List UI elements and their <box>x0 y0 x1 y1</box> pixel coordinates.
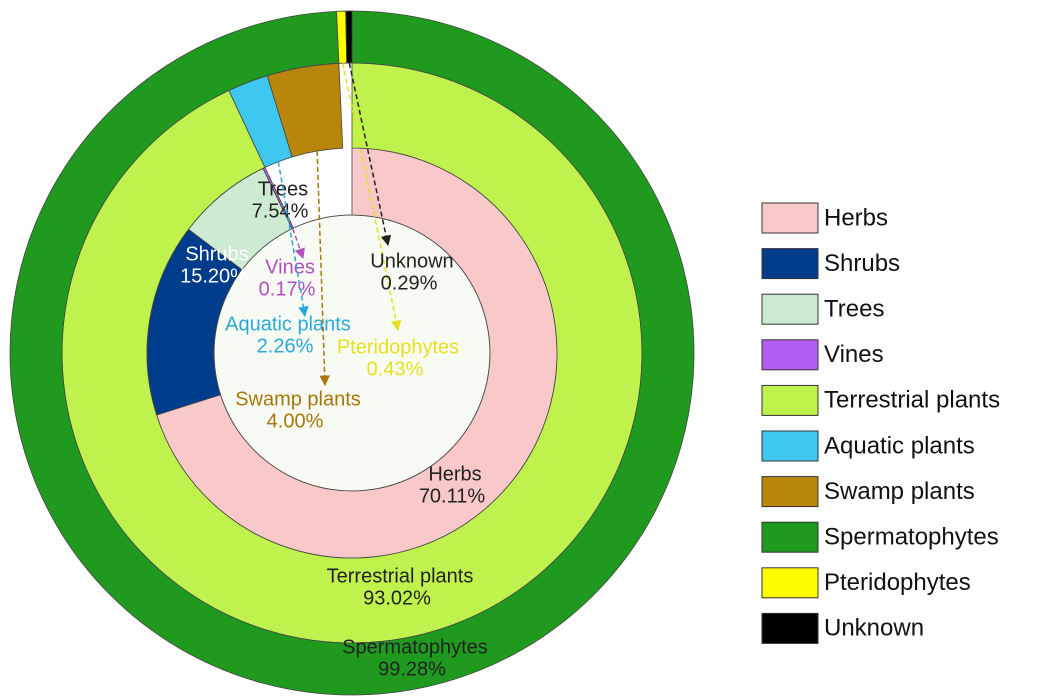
segment-label: Terrestrial plants <box>327 565 474 587</box>
legend-swatch <box>761 248 819 280</box>
legend-label: Swamp plants <box>824 478 975 505</box>
legend-swatch <box>761 612 819 644</box>
segment-label: Swamp plants <box>235 388 361 410</box>
legend-swatch <box>761 430 819 462</box>
legend-label: Aquatic plants <box>824 432 975 459</box>
legend-label: Herbs <box>824 204 888 231</box>
leader-arrow <box>342 62 402 332</box>
legend-swatch <box>761 202 819 234</box>
legend-label: Vines <box>824 341 884 368</box>
leader-arrow <box>316 150 330 387</box>
segment <box>9 10 695 696</box>
leader-arrow <box>277 161 309 318</box>
legend-label: Spermatophytes <box>824 524 999 551</box>
leader-arrow <box>348 62 392 247</box>
segment-label: Pteridophytes <box>337 336 459 358</box>
segment-value: 4.00% <box>267 410 324 432</box>
legend-label: Unknown <box>824 615 924 642</box>
segment-label: Unknown <box>370 250 453 272</box>
segment-value: 99.28% <box>378 658 446 680</box>
segment-value: 7.54% <box>252 200 309 222</box>
legend-swatch <box>761 293 819 325</box>
segment-value: 0.43% <box>367 358 424 380</box>
segment-value: 93.02% <box>363 587 431 609</box>
legend-swatch <box>761 476 819 508</box>
legend-label: Trees <box>824 296 884 323</box>
segment-label: Shrubs <box>185 243 248 265</box>
legend-swatch <box>761 567 819 599</box>
leader-arrow <box>292 228 305 259</box>
segment-label: Spermatophytes <box>342 636 488 658</box>
legend-swatch <box>761 339 819 371</box>
segment-label: Vines <box>265 256 315 278</box>
legend-label: Pteridophytes <box>824 569 971 596</box>
segment-label: Herbs <box>428 463 481 485</box>
segment-value: 70.11% <box>419 485 486 507</box>
segment <box>345 10 353 64</box>
segment-value: 0.29% <box>381 272 438 294</box>
legend-swatch <box>761 521 819 553</box>
segment-label: Aquatic plants <box>225 313 351 335</box>
segment-value: 15.20% <box>180 265 248 287</box>
segment-value: 2.26% <box>257 335 314 357</box>
legend-swatch <box>761 384 819 416</box>
legend-label: Shrubs <box>824 250 900 277</box>
legend-label: Terrestrial plants <box>824 387 1000 414</box>
segment-value: 0.17% <box>259 278 316 300</box>
